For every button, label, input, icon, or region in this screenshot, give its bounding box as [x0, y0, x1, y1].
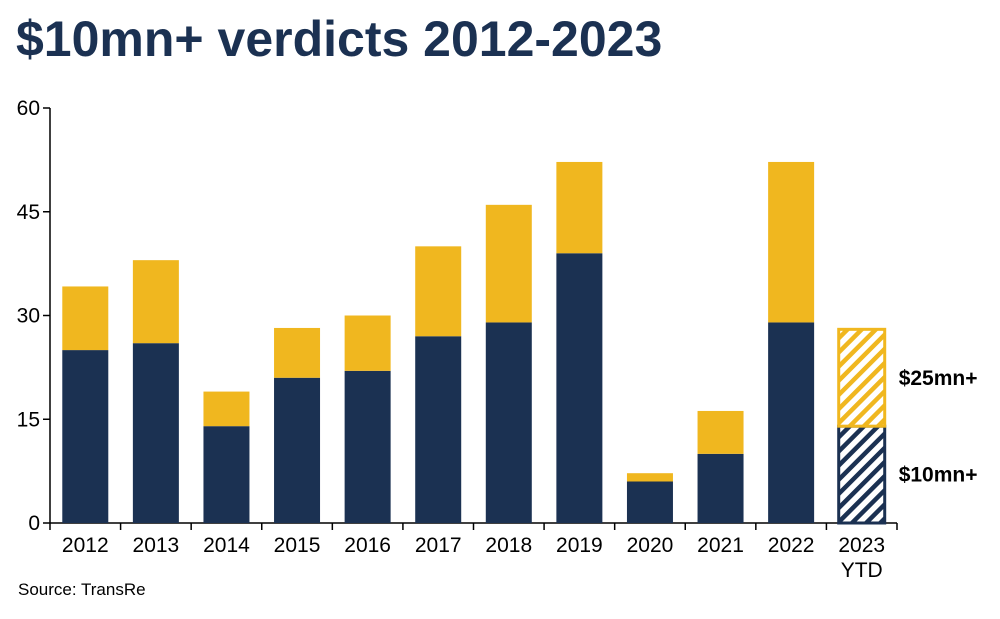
bar-twenty-five-mn-2016	[344, 315, 391, 371]
x-tick-label: 2015	[274, 534, 321, 557]
x-tick-label: 2016	[344, 534, 391, 557]
y-tick-label: 45	[17, 201, 40, 224]
x-tick-label: 2018	[485, 534, 532, 557]
x-tick-label: 2017	[415, 534, 462, 557]
bar-ten-mn-2019	[556, 253, 603, 523]
bar-twenty-five-mn-2018	[485, 204, 532, 323]
bar-twenty-five-mn-2014	[203, 391, 250, 427]
bar-twenty-five-mn-2021	[697, 410, 744, 454]
bar-twenty-five-mn-2020	[626, 473, 673, 482]
bar-ten-mn-2016	[344, 370, 391, 523]
y-tick-label: 0	[28, 512, 40, 535]
bar-twenty-five-mn-2015	[274, 327, 321, 378]
series-label-ten-mn: $10mn+	[899, 464, 978, 487]
bar-twenty-five-mn-2012	[62, 286, 109, 351]
x-tick-label: 2014	[203, 534, 250, 557]
chart-title: $10mn+ verdicts 2012-2023	[16, 11, 663, 67]
bar-twenty-five-mn-2013	[132, 260, 179, 344]
x-tick-label: 2012	[62, 534, 109, 557]
bars	[62, 161, 887, 525]
x-tick-label: 2022	[768, 534, 815, 557]
x-tick-label: YTD	[841, 559, 883, 582]
x-tick-label: 2023	[838, 534, 885, 557]
y-tick-label: 15	[17, 408, 40, 431]
bar-twenty-five-mn-2017	[415, 246, 462, 337]
bar-twenty-five-mn-2023-ytd	[837, 327, 887, 428]
bar-ten-mn-2020	[626, 481, 673, 523]
labels: 2012 2013 2014 2015 2016 2017 2018 2019 2020 2021…	[62, 367, 978, 582]
x-tick-label: 2020	[627, 534, 674, 557]
bar-ten-mn-2022	[768, 322, 815, 523]
bar-ten-mn-2023-ytd	[837, 424, 887, 525]
bar-ten-mn-2013	[132, 343, 179, 523]
bar-ten-mn-2021	[697, 453, 744, 523]
axes: 0 15 30 45 60	[17, 97, 898, 535]
source-note: Source: TransRe	[18, 580, 146, 599]
bar-ten-mn-2017	[415, 336, 462, 523]
bar-twenty-five-mn-2022	[768, 161, 815, 323]
bar-ten-mn-2015	[274, 377, 321, 523]
bar-ten-mn-2012	[62, 350, 109, 523]
series-label-twenty-five-mn: $25mn+	[899, 367, 978, 390]
y-tick-label: 30	[17, 305, 40, 328]
bar-ten-mn-2018	[485, 322, 532, 523]
bar-twenty-five-mn-2019	[556, 161, 603, 254]
x-tick-label: 2013	[133, 534, 180, 557]
y-tick-label: 60	[17, 97, 40, 120]
bar-ten-mn-2014	[203, 426, 250, 523]
x-tick-label: 2021	[697, 534, 744, 557]
x-tick-label: 2019	[556, 534, 603, 557]
